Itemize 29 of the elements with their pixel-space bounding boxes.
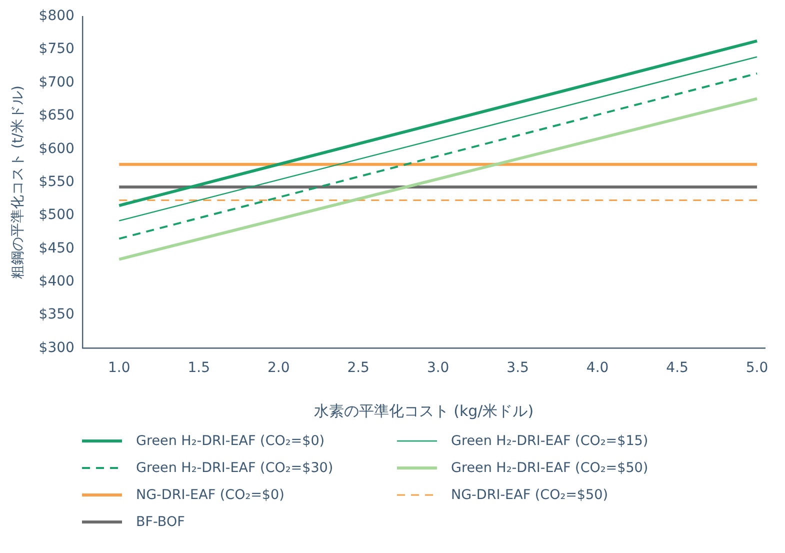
legend-label: Green H₂-DRI-EAF (CO₂=$30) (136, 460, 334, 476)
legend-label: Green H₂-DRI-EAF (CO₂=$0) (136, 432, 325, 448)
y-axis-title: 粗鋼の平準化コスト (t/米ドル) (10, 86, 26, 280)
legend-label: Green H₂-DRI-EAF (CO₂=$50) (451, 460, 648, 476)
y-tick-label: $650 (38, 108, 74, 124)
y-tick-label: $500 (38, 207, 74, 224)
legend-label: NG-DRI-EAF (CO₂=$50) (451, 486, 608, 502)
y-tick-label: $700 (38, 74, 74, 90)
y-tick-label: $800 (38, 8, 74, 24)
legend-label: BF-BOF (136, 514, 185, 530)
x-axis-title: 水素の平準化コスト (kg/米ドル) (314, 402, 534, 420)
x-tick-label: 1.0 (108, 360, 130, 376)
y-tick-label: $600 (38, 140, 74, 157)
x-tick-label: 2.0 (267, 360, 290, 376)
x-tick-label: 3.0 (426, 360, 450, 376)
y-tick-label: $750 (38, 41, 74, 58)
legend-label: Green H₂-DRI-EAF (CO₂=$15) (451, 432, 648, 448)
x-tick-label: 4.0 (586, 360, 609, 376)
x-tick-label: 1.5 (188, 360, 210, 376)
legend-label: NG-DRI-EAF (CO₂=$0) (136, 486, 284, 502)
x-tick-label: 2.5 (347, 360, 370, 376)
x-tick-label: 4.5 (666, 360, 688, 376)
y-tick-label: $450 (38, 240, 74, 256)
y-tick-label: $400 (38, 273, 74, 290)
x-tick-label: 3.5 (506, 360, 529, 376)
y-tick-label: $300 (38, 340, 74, 356)
x-tick-label: 5.0 (746, 360, 768, 376)
y-tick-label: $550 (38, 174, 74, 190)
y-tick-label: $350 (38, 306, 74, 323)
